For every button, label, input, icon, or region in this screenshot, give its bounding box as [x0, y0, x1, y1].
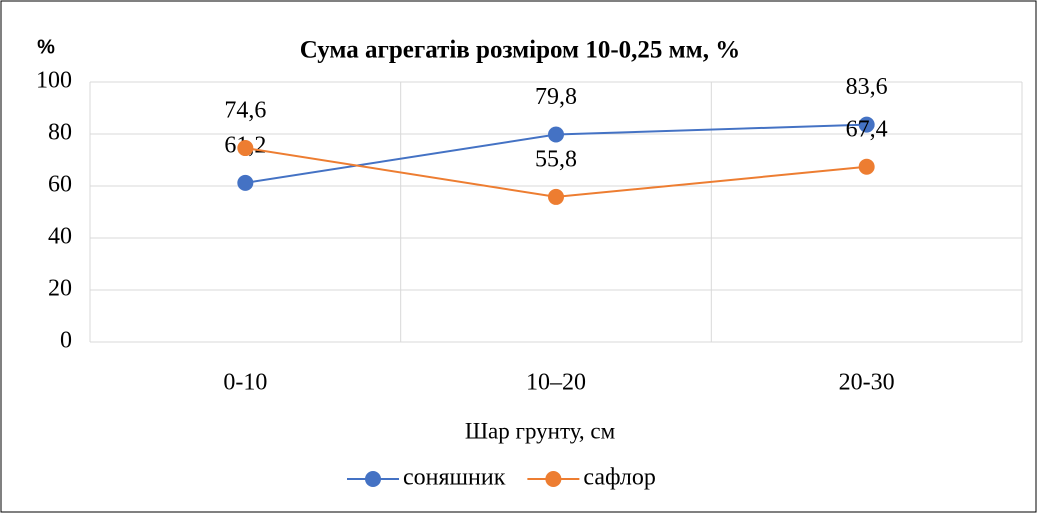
- y-tick-label: 100: [36, 68, 72, 94]
- y-tick-label: 40: [48, 224, 72, 250]
- data-label: 67,4: [846, 116, 888, 142]
- x-tick-label: 0-10: [223, 370, 267, 396]
- point: [237, 140, 254, 157]
- data-label: 74,6: [224, 98, 266, 124]
- point: [858, 116, 875, 133]
- y-tick-label: 60: [48, 172, 72, 198]
- x-axis-label: Шар грунту, см: [465, 418, 616, 443]
- x-tick-label: 20-30: [839, 370, 895, 396]
- y-tick-label: 20: [48, 276, 72, 302]
- legend-marker: [365, 471, 381, 487]
- point: [858, 158, 875, 175]
- data-label: 79,8: [535, 84, 577, 110]
- y-tick-label: 0: [60, 328, 72, 354]
- chart-title: Сума агрегатів розміром 10-0,25 мм, %: [300, 37, 740, 64]
- legend-marker: [545, 471, 562, 487]
- legend-label: соняшник: [403, 465, 506, 491]
- x-tick-label: 10–20: [526, 370, 586, 396]
- data-label: 55,8: [535, 146, 577, 172]
- point: [548, 188, 564, 205]
- data-label: 83,6: [846, 74, 888, 100]
- point: [548, 126, 564, 143]
- legend-label: сафлор: [583, 465, 656, 491]
- y-tick-label: 80: [48, 120, 72, 146]
- y-axis-label: %: [37, 36, 55, 58]
- point: [237, 174, 254, 191]
